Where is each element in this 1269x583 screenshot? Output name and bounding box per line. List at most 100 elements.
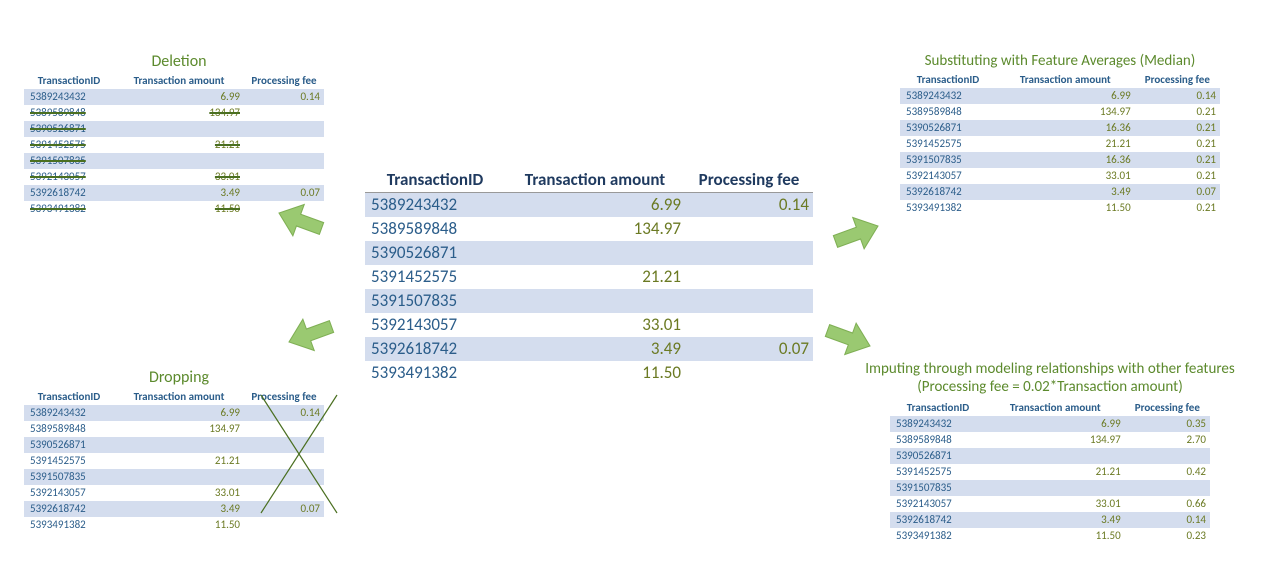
cell-amount: 6.99 xyxy=(996,88,1135,104)
cell-fee xyxy=(244,137,324,153)
center-table: TransactionID Transaction amount Process… xyxy=(365,168,813,385)
median-title: Substituting with Feature Averages (Medi… xyxy=(880,52,1240,70)
cell-fee xyxy=(244,105,324,121)
cell-fee xyxy=(685,265,813,289)
col-amount: Transaction amount xyxy=(505,168,685,193)
table-row: 5389589848134.970.21 xyxy=(900,104,1220,120)
cell-id: 5392618742 xyxy=(24,501,114,517)
col-id: TransactionID xyxy=(890,400,986,416)
col-fee: Processing fee xyxy=(244,73,324,89)
cell-fee xyxy=(685,241,813,265)
table-row: 5390526871 xyxy=(24,121,324,137)
cell-amount xyxy=(505,241,685,265)
cell-amount: 3.49 xyxy=(114,185,244,201)
cell-id: 5391452575 xyxy=(365,265,505,289)
deletion-title: Deletion xyxy=(24,52,334,71)
cell-amount: 21.21 xyxy=(505,265,685,289)
table-row: 5391507835 xyxy=(24,153,324,169)
cell-amount: 33.01 xyxy=(986,496,1125,512)
table-row: 53892434326.990.14 xyxy=(24,405,324,421)
cell-id: 5391452575 xyxy=(24,453,114,469)
table-row: 539214305733.01 xyxy=(365,313,813,337)
cell-fee: 0.07 xyxy=(244,501,324,517)
cell-amount: 3.49 xyxy=(996,184,1135,200)
cell-id: 5390526871 xyxy=(890,448,986,464)
table-row: 539145257521.210.21 xyxy=(900,136,1220,152)
table-row: 539214305733.010.21 xyxy=(900,168,1220,184)
cell-amount: 16.36 xyxy=(996,152,1135,168)
cell-fee xyxy=(244,121,324,137)
cell-id: 5389589848 xyxy=(24,105,114,121)
cell-fee xyxy=(1125,480,1210,496)
cell-fee xyxy=(685,289,813,313)
table-row: 53892434326.990.14 xyxy=(365,193,813,218)
cell-id: 5389243432 xyxy=(890,416,986,432)
table-row: 5389589848134.97 xyxy=(24,421,324,437)
table-row: 539150783516.360.21 xyxy=(900,152,1220,168)
table-row: 539145257521.21 xyxy=(24,453,324,469)
cell-id: 5392618742 xyxy=(890,512,986,528)
cell-fee xyxy=(244,517,324,533)
cell-id: 5392143057 xyxy=(365,313,505,337)
cell-fee xyxy=(685,313,813,337)
cell-amount: 11.50 xyxy=(996,200,1135,216)
col-id: TransactionID xyxy=(24,73,114,89)
cell-fee: 0.14 xyxy=(685,193,813,218)
cell-fee xyxy=(244,421,324,437)
table-row: 53892434326.990.14 xyxy=(24,89,324,105)
cell-amount: 134.97 xyxy=(505,217,685,241)
col-amount: Transaction amount xyxy=(996,72,1135,88)
cell-id: 5393491382 xyxy=(890,528,986,544)
deletion-table: TransactionID Transaction amount Process… xyxy=(24,73,324,217)
cell-amount xyxy=(986,448,1125,464)
cell-amount: 16.36 xyxy=(996,120,1135,136)
cell-fee: 0.14 xyxy=(1125,512,1210,528)
cell-fee xyxy=(685,361,813,385)
cell-amount: 33.01 xyxy=(505,313,685,337)
dropping-table: TransactionID Transaction amount Process… xyxy=(24,389,324,533)
table-row: 539145257521.21 xyxy=(365,265,813,289)
cell-fee xyxy=(244,153,324,169)
cell-id: 5393491382 xyxy=(24,517,114,533)
cell-fee: 0.14 xyxy=(244,89,324,105)
cell-fee xyxy=(244,437,324,453)
table-row: 539214305733.01 xyxy=(24,485,324,501)
cell-id: 5393491382 xyxy=(24,201,114,217)
col-amount: Transaction amount xyxy=(986,400,1125,416)
cell-fee xyxy=(244,469,324,485)
cell-id: 5393491382 xyxy=(365,361,505,385)
cell-amount xyxy=(505,289,685,313)
table-row: 539145257521.210.42 xyxy=(890,464,1210,480)
center-table-panel: TransactionID Transaction amount Process… xyxy=(365,168,813,385)
table-row: 5390526871 xyxy=(24,437,324,453)
cell-id: 5392618742 xyxy=(365,337,505,361)
cell-id: 5392618742 xyxy=(24,185,114,201)
cell-amount: 21.21 xyxy=(114,453,244,469)
cell-amount xyxy=(114,437,244,453)
impute-table: TransactionID Transaction amount Process… xyxy=(890,400,1210,544)
cell-amount xyxy=(114,121,244,137)
cell-id: 5392143057 xyxy=(890,496,986,512)
cell-id: 5389243432 xyxy=(24,89,114,105)
table-row: 53926187423.490.07 xyxy=(900,184,1220,200)
cell-id: 5389589848 xyxy=(900,104,996,120)
cell-id: 5390526871 xyxy=(24,437,114,453)
cell-amount: 33.01 xyxy=(114,169,244,185)
cell-fee xyxy=(244,485,324,501)
cell-fee: 0.21 xyxy=(1135,120,1220,136)
cell-id: 5391452575 xyxy=(24,137,114,153)
table-row: 53926187423.490.07 xyxy=(365,337,813,361)
cell-amount xyxy=(114,153,244,169)
cell-fee: 0.21 xyxy=(1135,136,1220,152)
table-row: 5389589848134.97 xyxy=(24,105,324,121)
cell-id: 5391507835 xyxy=(24,469,114,485)
cell-amount: 6.99 xyxy=(505,193,685,218)
cell-id: 5389243432 xyxy=(24,405,114,421)
table-row: 53926187423.490.07 xyxy=(24,185,324,201)
median-table: TransactionID Transaction amount Process… xyxy=(900,72,1220,216)
cell-amount: 134.97 xyxy=(996,104,1135,120)
cell-fee xyxy=(685,217,813,241)
cell-amount: 11.50 xyxy=(505,361,685,385)
cell-id: 5391452575 xyxy=(890,464,986,480)
table-row: 539349138211.500.23 xyxy=(890,528,1210,544)
